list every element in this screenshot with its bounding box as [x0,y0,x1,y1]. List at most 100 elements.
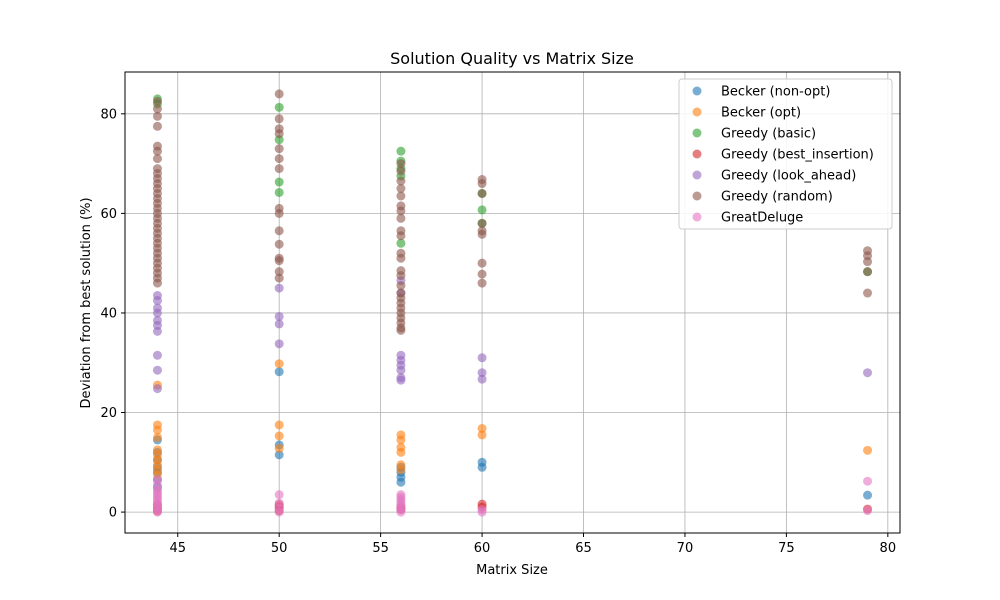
point-greedy-random [396,325,406,335]
point-becker-non-opt [274,367,284,377]
point-greedy-random [152,111,162,121]
point-becker-non-opt [396,477,406,487]
point-greedy-random [396,231,406,241]
plot-frame [124,71,901,534]
point-greedy-random [152,104,162,114]
point-greedy-look-ahead [152,384,162,394]
point-becker-opt [396,465,406,475]
legend-marker [692,86,702,96]
point-becker-opt [863,445,873,455]
y-tick-label: 0 [109,506,117,521]
legend-marker [692,107,702,117]
point-becker-non-opt [477,462,487,472]
point-greedy-look-ahead [477,353,487,363]
point-greedy-random [274,239,284,249]
point-becker-opt [477,423,487,433]
data-points [152,89,873,517]
point-greedy-look-ahead [274,319,284,329]
point-greatdeluge [152,507,162,517]
point-greedy-random [152,146,162,156]
point-greedy-random [152,96,162,106]
y-tick-label: 20 [100,406,117,421]
point-greedy-look-ahead [477,374,487,384]
legend-label: Greedy (basic) [721,127,816,142]
x-tick-label: 70 [677,541,694,556]
point-greedy-random [274,154,284,164]
point-greedy-basic [274,187,284,197]
point-greedy-look-ahead [152,308,162,318]
legend-marker [692,212,702,222]
y-axis-ticks: 0 20 40 60 80 [100,107,125,521]
point-greedy-look-ahead [274,339,284,349]
point-greedy-random [396,206,406,216]
point-greedy-look-ahead [396,365,406,375]
point-becker-opt [477,430,487,440]
point-becker-opt [152,432,162,442]
legend: Becker (non-opt) Becker (opt) Greedy (basi… [678,78,893,230]
point-greedy-random [396,191,406,201]
legend-label: Becker (opt) [721,106,801,121]
legend-marker [692,191,702,201]
point-greedy-random [396,281,406,291]
point-greedy-look-ahead [152,365,162,375]
point-becker-opt [274,431,284,441]
legend-label: Becker (non-opt) [721,85,830,100]
point-greedy-random [274,256,284,266]
point-greedy-random [477,188,487,198]
x-axis-label: Matrix Size [476,563,548,578]
point-greedy-random [274,226,284,236]
point-greedy-look-ahead [863,368,873,378]
point-greedy-basic [396,238,406,248]
x-tick-label: 75 [778,541,795,556]
point-greedy-look-ahead [152,296,162,306]
point-greedy-random [477,179,487,189]
point-greedy-random [274,164,284,174]
point-greedy-random [274,144,284,154]
point-greedy-random [274,273,284,283]
point-greatdeluge [477,507,487,517]
point-greatdeluge [274,507,284,517]
point-greedy-look-ahead [274,311,284,321]
point-greedy-random [274,114,284,124]
legend-marker [692,149,702,159]
y-tick-label: 80 [100,107,117,122]
point-greedy-basic [477,205,487,215]
point-becker-opt [274,420,284,430]
point-greedy-random [396,253,406,263]
point-greedy-basic [274,102,284,112]
point-greedy-random [396,271,406,281]
x-tick-label: 80 [880,541,897,556]
point-greedy-random [274,129,284,139]
legend-label: Greedy (look_ahead) [721,169,856,184]
point-becker-opt [396,447,406,457]
point-greedy-random [477,278,487,288]
point-greedy-random [274,267,284,277]
legend-label: Greedy (random) [721,190,833,205]
point-greatdeluge [863,506,873,516]
point-greedy-random [152,121,162,131]
point-greedy-random [863,257,873,267]
legend-label: Greedy (best_insertion) [721,148,874,163]
point-greedy-random [274,89,284,99]
y-tick-label: 40 [100,306,117,321]
legend-box [678,78,893,230]
point-greatdeluge [274,490,284,500]
point-greedy-random [274,208,284,218]
point-becker-opt [396,435,406,445]
point-greedy-basic [396,146,406,156]
point-greedy-look-ahead [477,368,487,378]
point-greedy-look-ahead [152,326,162,336]
x-tick-label: 65 [575,541,592,556]
point-greedy-random [396,159,406,169]
point-becker-non-opt [863,490,873,500]
point-greatdeluge [863,476,873,486]
point-greedy-basic [274,177,284,187]
y-axis-label: Deviation from best solution (%) [79,197,94,408]
point-greedy-random [396,176,406,186]
point-greedy-random [477,218,487,228]
point-greedy-random [396,213,406,223]
x-tick-label: 50 [271,541,288,556]
legend-marker [692,128,702,138]
point-becker-opt [152,425,162,435]
point-becker-non-opt [274,450,284,460]
